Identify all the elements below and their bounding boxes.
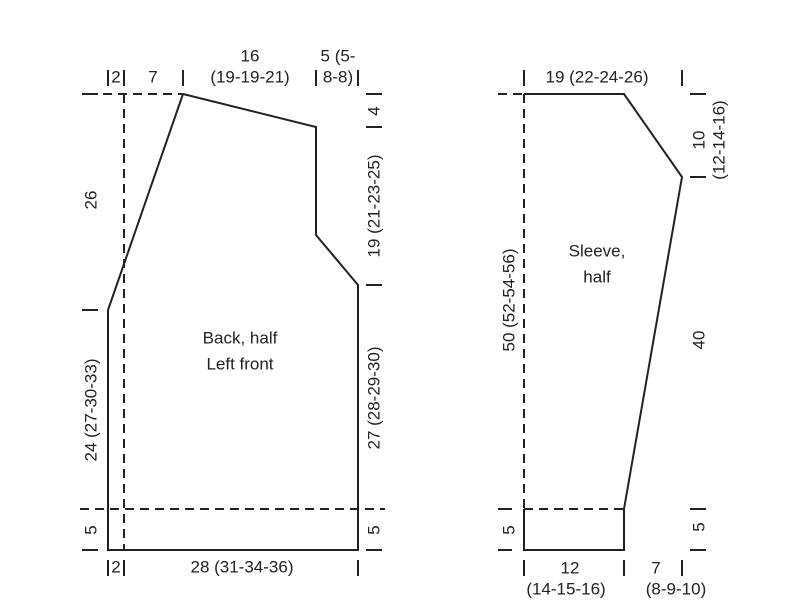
dim-label: 27 (28-29-30) [364,346,383,449]
dim-label: 50 (52-54-56) [499,248,518,351]
dim-label: 4 [364,106,383,115]
dim-label: 5 [81,525,100,534]
dim-label: 5 [364,525,383,534]
piece-label: Left front [206,354,273,373]
dim-label: 12 [561,558,580,577]
piece-label: half [583,267,611,286]
dim-label: 5 [499,525,518,534]
dim-label: 16 [241,46,260,65]
dim-label: 5 [689,522,708,531]
piece-label: Sleeve, [569,241,626,260]
dim-label: (8-9-10) [646,579,706,598]
dim-label: 7 [651,558,660,577]
dim-label: 40 [689,331,708,350]
back-shape [80,70,385,576]
dim-label: 10 [689,131,708,150]
dim-label: (12-14-16) [709,100,728,179]
dim-label: 28 (31-34-36) [190,557,293,576]
dim-label: 19 (22-24-26) [545,67,648,86]
dim-label: 8-8) [323,67,353,86]
sleeve-shape [498,70,706,576]
dim-label: 7 [148,67,157,86]
dim-label: 2 [111,557,120,576]
dim-label: 26 [81,191,100,210]
dim-label: 5 (5- [321,46,356,65]
dim-label: 19 (21-23-25) [364,154,383,257]
dim-label: 2 [111,67,120,86]
dim-label: (19-19-21) [210,67,289,86]
dim-label: 24 (27-30-33) [81,358,100,461]
piece-label: Back, half [203,328,278,347]
dim-label: (14-15-16) [526,579,605,598]
